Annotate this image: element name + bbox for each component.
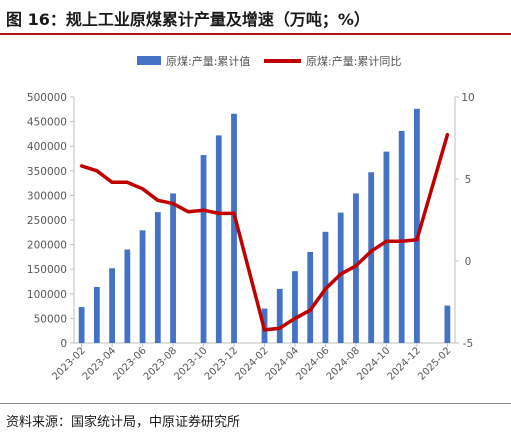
- y-left-tick-label: 0: [60, 338, 67, 350]
- y-right-tick-label: -5: [463, 338, 473, 350]
- source-note: 资料来源：国家统计局，中原证券研究所: [6, 415, 241, 430]
- y-left-tick-label: 300000: [27, 190, 67, 202]
- bar: [200, 155, 207, 343]
- bar: [383, 151, 390, 343]
- bar: [398, 130, 405, 343]
- bar: [337, 212, 344, 343]
- source-divider: [0, 403, 511, 404]
- y-left-tick-label: 400000: [27, 141, 67, 153]
- y-right-tick-label: 5: [465, 174, 472, 186]
- y-left-tick-label: 100000: [27, 289, 67, 301]
- bar: [444, 305, 451, 343]
- bar: [170, 193, 176, 343]
- bar: [124, 249, 131, 343]
- chart: 原煤:产量:累计值 原煤:产量:累计同比 0 50000 100000 150000 2…: [27, 54, 475, 383]
- bar: [231, 113, 237, 343]
- line-segment: [262, 237, 419, 332]
- x-tick-label: 2025-02: [416, 345, 453, 382]
- y-left-tick-label: 450000: [27, 117, 67, 129]
- legend-label-line: 原煤:产量:累计同比: [306, 54, 401, 68]
- line-link: [415, 132, 450, 242]
- legend: 原煤:产量:累计值 原煤:产量:累计同比: [137, 54, 401, 68]
- line-segment: [79, 164, 236, 216]
- line-series: [79, 132, 450, 332]
- bar-series: [78, 108, 451, 343]
- figure-title: 图 16：规上工业原煤累计产量及增速（万吨；%）: [6, 10, 370, 29]
- title-bar: 图 16：规上工业原煤累计产量及增速（万吨；%）: [0, 0, 511, 33]
- bar: [292, 271, 298, 343]
- legend-swatch-bar: [137, 56, 161, 65]
- bar: [154, 212, 161, 343]
- y-left-tick-label: 200000: [27, 240, 67, 252]
- bar: [414, 108, 420, 343]
- legend-label-bar: 原煤:产量:累计值: [166, 54, 250, 68]
- bar: [276, 288, 283, 343]
- y-left-tick-label: 350000: [27, 166, 67, 178]
- bar: [368, 172, 375, 343]
- bar: [93, 286, 100, 343]
- y-right-tick-label: 0: [465, 256, 472, 268]
- y-left-tick-label: 250000: [27, 215, 67, 227]
- y-right-tick-label: 10: [461, 92, 474, 104]
- bar: [78, 307, 85, 343]
- title-divider: [0, 33, 511, 35]
- y-left-tick-label: 500000: [27, 92, 67, 104]
- bar: [215, 135, 222, 343]
- bar: [139, 230, 146, 343]
- bar: [307, 251, 314, 343]
- bar: [353, 193, 359, 343]
- y-left-tick-label: 150000: [27, 264, 67, 276]
- y-left-tick-label: 50000: [34, 313, 67, 325]
- line-link: [232, 211, 267, 332]
- bar: [109, 268, 115, 343]
